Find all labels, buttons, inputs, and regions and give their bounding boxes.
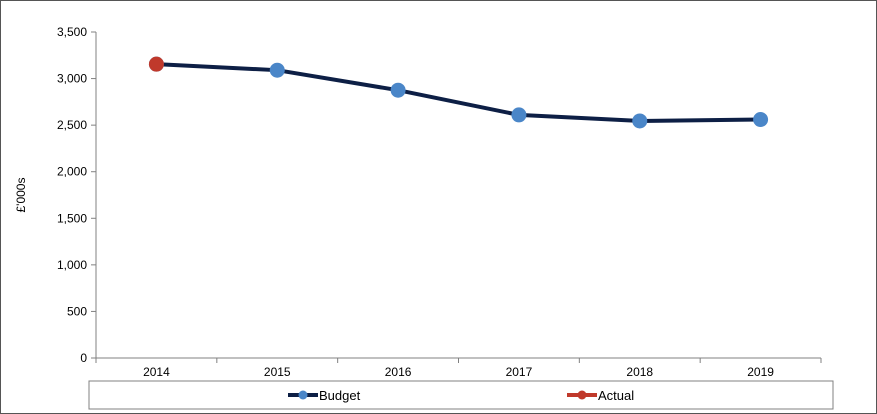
y-tick-label: 2,500 [57, 118, 87, 132]
legend-label-actual: Actual [598, 388, 634, 403]
data-point-budget [269, 62, 285, 78]
data-point-budget [753, 112, 769, 128]
y-tick-label: 3,000 [57, 72, 87, 86]
legend-marker-budget [298, 390, 308, 400]
y-tick-label: 1,000 [57, 258, 87, 272]
series-budget [148, 56, 769, 129]
y-tick-label: 500 [67, 304, 87, 318]
legend-label-budget: Budget [319, 388, 361, 403]
series-actual [148, 56, 164, 72]
y-tick-label: 0 [80, 351, 87, 365]
x-tick-label: 2017 [506, 365, 533, 379]
data-point-budget [511, 107, 527, 123]
y-axis: 0 500 1,000 1,500 2,000 2,500 3,000 3,500 [57, 25, 97, 365]
x-tick-label: 2015 [264, 365, 291, 379]
data-point-actual [148, 56, 164, 72]
x-tick-label: 2018 [626, 365, 653, 379]
x-axis: 2014 2015 2016 2017 2018 2019 [95, 357, 822, 379]
y-axis-label: £'000s [14, 178, 28, 213]
y-tick-label: 2,000 [57, 165, 87, 179]
x-tick-label: 2014 [143, 365, 170, 379]
series-line-budget [156, 62, 761, 123]
x-tick-label: 2019 [747, 365, 774, 379]
legend-box [88, 380, 834, 410]
y-tick-label: 1,500 [57, 211, 87, 225]
data-point-budget [390, 82, 406, 98]
legend: Budget Actual [88, 380, 834, 410]
data-point-budget [632, 113, 648, 129]
series-layer [148, 56, 769, 129]
legend-marker-actual [577, 390, 587, 400]
y-tick-label: 3,500 [57, 25, 87, 39]
x-tick-label: 2016 [385, 365, 412, 379]
